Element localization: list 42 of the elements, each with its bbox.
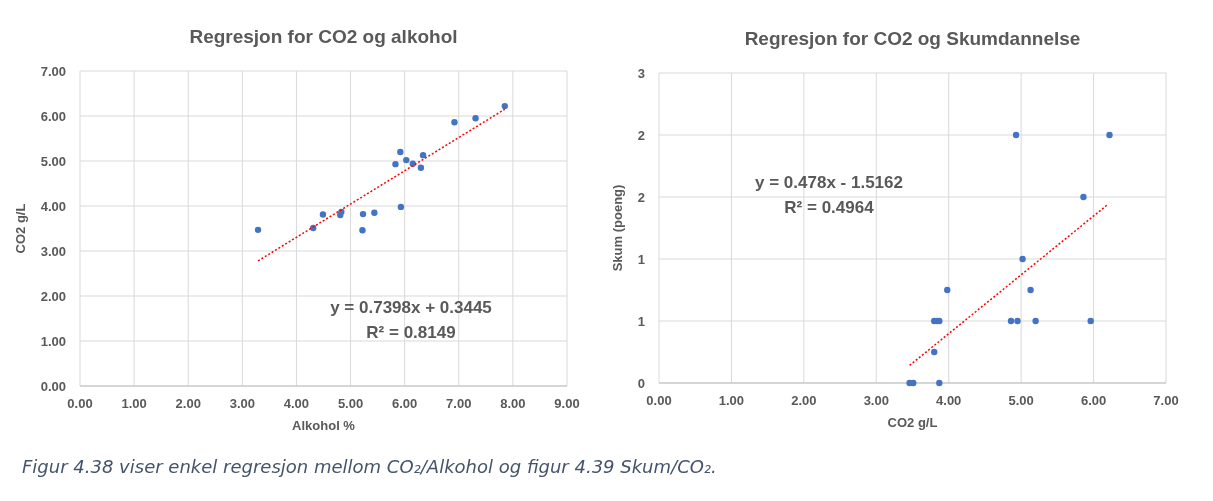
x-tick-label: 7.00 <box>1153 393 1179 408</box>
y-tick-label: 6.00 <box>40 109 66 124</box>
x-tick-label: 5.00 <box>1008 393 1034 408</box>
y-tick-label: 3.00 <box>40 244 66 259</box>
y-tick-label: 1.00 <box>40 334 66 349</box>
x-tick-label: 1.00 <box>121 396 147 411</box>
y-axis-title: Skum (poeng) <box>610 184 625 272</box>
x-tick-label: 5.00 <box>337 396 364 411</box>
y-tick-label: 1 <box>637 252 645 267</box>
y-tick-label: 2 <box>637 190 645 205</box>
y-tick-label: 0 <box>637 376 645 391</box>
y-tick-label: 3 <box>637 66 645 81</box>
x-tick-label: 7.00 <box>446 396 472 411</box>
annotation: y = 0.478x - 1.5162 <box>755 173 903 192</box>
y-tick-label: 4.00 <box>40 199 66 214</box>
x-tick-label: 8.00 <box>500 396 526 411</box>
y-axis-title: CO2 g/L <box>13 203 28 254</box>
x-tick-label: 3.00 <box>863 393 889 408</box>
y-tick-label: 2.00 <box>40 289 66 304</box>
y-tick-label: 1 <box>637 314 645 329</box>
x-tick-label: 3.00 <box>229 396 255 411</box>
y-tick-label: 7.00 <box>40 64 66 79</box>
x-tick-label: 2.00 <box>175 396 201 411</box>
annotation: R² = 0.8149 <box>366 323 456 342</box>
y-tick-label: 2 <box>637 128 645 143</box>
x-tick-label: 1.00 <box>718 393 745 408</box>
text: Figur 4.38 viser enkel regresjon mellom CO₂/Alkohol og figur 4.39 Skum/CO₂. <box>22 456 717 477</box>
x-tick-label: 6.00 <box>1080 393 1107 408</box>
x-axis-title: CO2 g/L <box>887 415 938 430</box>
chart-title: Regresjon for CO2 og Skumdannelse <box>744 28 1081 49</box>
chart-title: Regresjon for CO2 og alkohol <box>189 26 458 47</box>
y-tick-label: 0.00 <box>40 379 66 394</box>
x-axis-title: Alkohol % <box>292 418 356 433</box>
x-tick-label: 4.00 <box>936 393 962 408</box>
x-tick-label: 0.00 <box>67 396 93 411</box>
x-tick-label: 4.00 <box>283 396 310 411</box>
y-tick-label: 5.00 <box>40 154 66 169</box>
annotation: R² = 0.4964 <box>784 198 875 217</box>
x-tick-label: 6.00 <box>392 396 418 411</box>
x-tick-label: 2.00 <box>791 393 817 408</box>
x-tick-label: 9.00 <box>554 396 580 411</box>
annotation: y = 0.7398x + 0.3445 <box>330 298 492 317</box>
